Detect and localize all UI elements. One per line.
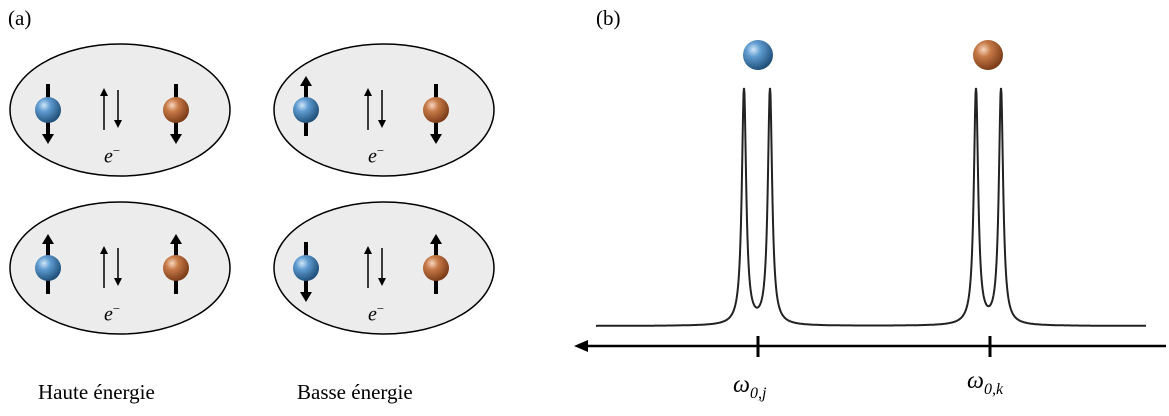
state-ellipse [9, 43, 231, 177]
state-top-haute [9, 43, 231, 177]
spin-k-down [163, 84, 189, 144]
spin-k-up [423, 234, 449, 294]
electron-pair-arrows [364, 88, 386, 130]
panel-label-a: (a) [8, 6, 32, 30]
state-ellipse [9, 201, 231, 335]
electron-label: e− [104, 143, 121, 168]
state-top-basse [273, 43, 495, 177]
spin-k-down [423, 84, 449, 144]
axis-arrowhead [574, 340, 588, 352]
electron-pair-arrows [100, 246, 122, 288]
state-bottom-basse [273, 201, 495, 335]
panel-label-b: (b) [596, 6, 621, 30]
spin-k-marker [973, 40, 1003, 70]
spin-j-marker [743, 40, 773, 70]
spin-j-down [35, 84, 61, 144]
spectrum-plot [574, 40, 1166, 357]
spin-k-up [163, 234, 189, 294]
spin-j-up [293, 76, 319, 136]
spectrum-line [596, 87, 1146, 327]
electron-pair-arrows [100, 88, 122, 130]
state-ellipse [273, 43, 495, 177]
spin-j-up [35, 234, 61, 294]
electron-label: e− [368, 301, 385, 326]
caption-haute-energie: Haute énergie [38, 380, 155, 404]
electron-label: e− [368, 143, 385, 168]
spin-j-down [293, 242, 319, 302]
tick-label-k: ω0,k [967, 368, 1004, 398]
state-ellipse [273, 201, 495, 335]
caption-basse-energie: Basse énergie [297, 380, 413, 404]
electron-label: e− [104, 301, 121, 326]
tick-label-j: ω0,j [733, 372, 767, 402]
state-bottom-haute [9, 201, 231, 335]
electron-pair-arrows [364, 246, 386, 288]
